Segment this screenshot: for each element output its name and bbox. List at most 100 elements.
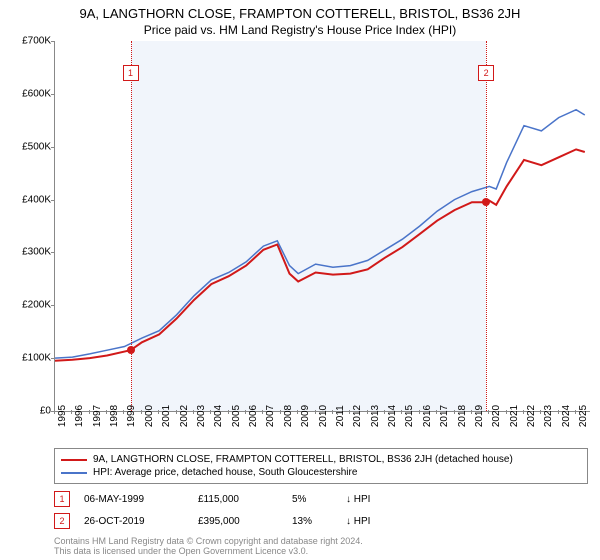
series-line-property [55, 149, 585, 360]
marker-vline [486, 41, 487, 411]
y-tick [51, 147, 55, 148]
x-axis-label: 2002 [179, 405, 190, 427]
x-tick [488, 410, 489, 414]
datapoint-price: £115,000 [198, 494, 278, 505]
x-axis-label: 2020 [491, 405, 502, 427]
x-axis-label: 1999 [126, 405, 137, 427]
x-tick [280, 410, 281, 414]
x-tick [401, 410, 402, 414]
marker-vline [131, 41, 132, 411]
datapoint-arrow: ↓ HPI [346, 494, 370, 505]
x-axis-label: 1995 [57, 405, 68, 427]
chart-subtitle: Price paid vs. HM Land Registry's House … [0, 21, 600, 41]
x-axis-label: 2010 [318, 405, 329, 427]
marker-dot [127, 346, 135, 354]
legend: 9A, LANGTHORN CLOSE, FRAMPTON COTTERELL,… [54, 448, 588, 484]
x-tick [89, 410, 90, 414]
x-tick [176, 410, 177, 414]
x-axis-label: 2008 [283, 405, 294, 427]
x-axis-label: 2007 [265, 405, 276, 427]
series-line-hpi [55, 110, 585, 358]
x-axis-label: 2023 [543, 405, 554, 427]
footer-line-2: This data is licensed under the Open Gov… [54, 546, 588, 556]
x-axis-label: 2015 [404, 405, 415, 427]
x-tick [367, 410, 368, 414]
marker-dot [482, 198, 490, 206]
x-tick [384, 410, 385, 414]
x-axis-label: 2003 [196, 405, 207, 427]
x-axis: 1995199619971998199920002001200220032004… [54, 412, 590, 444]
x-tick [106, 410, 107, 414]
x-tick [245, 410, 246, 414]
x-tick [71, 410, 72, 414]
x-axis-label: 2018 [457, 405, 468, 427]
datapoint-box: 1 [54, 491, 70, 507]
x-axis-label: 1997 [92, 405, 103, 427]
legend-swatch [61, 472, 87, 474]
x-tick [141, 410, 142, 414]
data-point-table: 1 06-MAY-1999 £115,000 5% ↓ HPI 2 26-OCT-2019 £… [54, 488, 588, 532]
x-axis-label: 2024 [561, 405, 572, 427]
x-axis-label: 2014 [387, 405, 398, 427]
y-tick [51, 305, 55, 306]
datapoint-arrow: ↓ HPI [346, 516, 370, 527]
y-tick [51, 41, 55, 42]
x-axis-label: 1998 [109, 405, 120, 427]
x-axis-label: 2025 [578, 405, 589, 427]
y-tick [51, 358, 55, 359]
x-axis-label: 2000 [144, 405, 155, 427]
y-tick [51, 94, 55, 95]
datapoint-row: 1 06-MAY-1999 £115,000 5% ↓ HPI [54, 488, 588, 510]
x-axis-label: 2022 [526, 405, 537, 427]
x-tick [558, 410, 559, 414]
x-tick [436, 410, 437, 414]
x-tick [297, 410, 298, 414]
x-tick [454, 410, 455, 414]
chart-title: 9A, LANGTHORN CLOSE, FRAMPTON COTTERELL,… [0, 0, 600, 21]
x-tick [54, 410, 55, 414]
legend-label: 9A, LANGTHORN CLOSE, FRAMPTON COTTERELL,… [93, 454, 513, 465]
x-axis-label: 2019 [474, 405, 485, 427]
x-tick [523, 410, 524, 414]
x-axis-label: 2006 [248, 405, 259, 427]
datapoint-row: 2 26-OCT-2019 £395,000 13% ↓ HPI [54, 510, 588, 532]
legend-item: HPI: Average price, detached house, Sout… [61, 466, 581, 479]
x-tick [193, 410, 194, 414]
x-tick [419, 410, 420, 414]
datapoint-price: £395,000 [198, 516, 278, 527]
x-tick [262, 410, 263, 414]
x-axis-label: 2017 [439, 405, 450, 427]
x-tick [332, 410, 333, 414]
x-tick [158, 410, 159, 414]
x-axis-label: 2011 [335, 405, 346, 427]
x-tick [228, 410, 229, 414]
x-axis-label: 2005 [231, 405, 242, 427]
datapoint-box: 2 [54, 513, 70, 529]
x-tick [471, 410, 472, 414]
footer: Contains HM Land Registry data © Crown c… [54, 536, 588, 556]
x-axis-label: 2016 [422, 405, 433, 427]
y-tick [51, 200, 55, 201]
legend-label: HPI: Average price, detached house, Sout… [93, 467, 357, 478]
x-tick [575, 410, 576, 414]
x-axis-label: 2021 [509, 405, 520, 427]
legend-item: 9A, LANGTHORN CLOSE, FRAMPTON COTTERELL,… [61, 453, 581, 466]
x-tick [506, 410, 507, 414]
legend-swatch [61, 459, 87, 461]
x-axis-label: 2001 [161, 405, 172, 427]
datapoint-pct: 5% [292, 494, 332, 505]
x-tick [540, 410, 541, 414]
datapoint-date: 06-MAY-1999 [84, 494, 184, 505]
x-tick [210, 410, 211, 414]
x-axis-label: 2012 [352, 405, 363, 427]
x-axis-label: 1996 [74, 405, 85, 427]
y-tick [51, 252, 55, 253]
chart-plot-area: £0£100K£200K£300K£400K£500K£600K£700K12 [54, 41, 590, 412]
x-axis-label: 2013 [370, 405, 381, 427]
marker-box: 1 [123, 65, 139, 81]
marker-box: 2 [478, 65, 494, 81]
footer-line-1: Contains HM Land Registry data © Crown c… [54, 536, 588, 546]
datapoint-date: 26-OCT-2019 [84, 516, 184, 527]
datapoint-pct: 13% [292, 516, 332, 527]
x-axis-label: 2009 [300, 405, 311, 427]
